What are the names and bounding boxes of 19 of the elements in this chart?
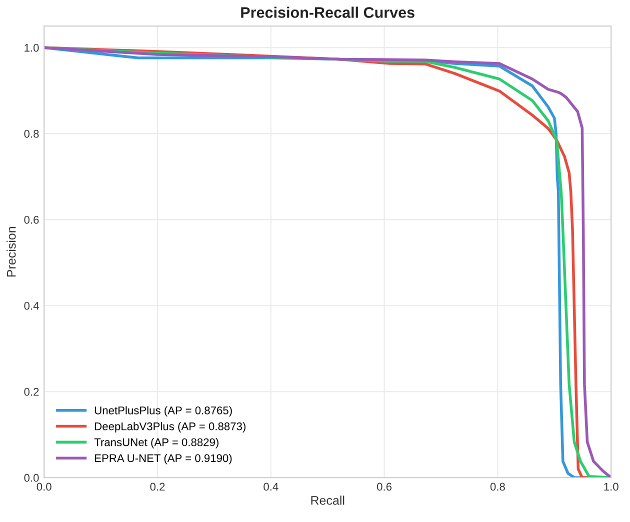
x-tick-label: 0.4 bbox=[264, 482, 278, 491]
x-tick-label: 1.0 bbox=[604, 482, 618, 491]
chart-title: Precision-Recall Curves bbox=[241, 6, 414, 18]
y-tick-label: 0.6 bbox=[24, 216, 39, 224]
legend-label: UnetPlusPlus (AP = 0.8765) bbox=[94, 406, 232, 417]
x-tick-label: 0.2 bbox=[150, 482, 165, 491]
x-tick-label: 0.8 bbox=[490, 482, 505, 491]
y-tick-label: 0.0 bbox=[24, 474, 39, 482]
y-axis-title: Precision bbox=[6, 226, 16, 277]
y-tick-label: 0.4 bbox=[24, 302, 39, 310]
legend-label: EPRA U-NET (AP = 0.9190) bbox=[95, 454, 232, 464]
legend-label: DeepLabV3Plus (AP = 0.8873) bbox=[95, 422, 246, 432]
y-tick-label: 1.0 bbox=[24, 44, 39, 52]
x-tick-label: 0.6 bbox=[377, 482, 392, 491]
y-tick-label: 0.2 bbox=[24, 388, 39, 396]
x-axis-title: Recall bbox=[311, 496, 344, 505]
legend-label: TransUNet (AP = 0.8829) bbox=[94, 438, 218, 448]
x-tick-label: 0.0 bbox=[36, 482, 52, 491]
y-tick-label: 0.8 bbox=[24, 130, 39, 138]
